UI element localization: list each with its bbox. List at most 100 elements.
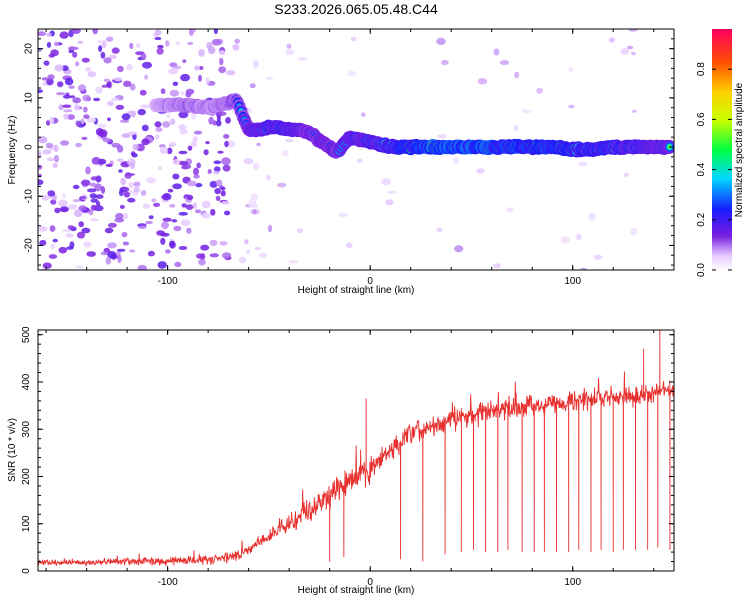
spectrogram-cell [288, 260, 299, 264]
spectrogram-cell [49, 116, 54, 125]
spectrogram-cell [75, 265, 84, 269]
spectrogram-cell [593, 254, 603, 260]
spectrogram-cell [114, 217, 125, 223]
spectrogram-cell [180, 219, 191, 227]
spectrogram-cell [282, 149, 289, 157]
spectrogram-cell [210, 208, 216, 216]
spectrogram-cell [187, 41, 194, 46]
spectrogram-cell [277, 182, 287, 188]
spectrogram-cell [69, 46, 79, 51]
spectrogram-cell [39, 239, 47, 246]
spectrogram-cell [224, 140, 229, 148]
x-tick-label: 100 [564, 577, 581, 588]
spectrogram-cell [81, 57, 90, 63]
spectrogram-cell [115, 104, 125, 110]
snr-series [38, 330, 674, 567]
spectrogram-cell [173, 225, 182, 232]
spectrogram-cell [223, 134, 230, 139]
spectrogram-cell [297, 228, 303, 234]
spectrogram-cell [245, 249, 251, 255]
spectrogram-cell [172, 173, 180, 180]
spectrogram-cell [105, 256, 112, 265]
spectrogram-cell [100, 51, 106, 59]
spectrogram-cell [218, 66, 227, 74]
spectrogram-cell [47, 74, 55, 80]
spectrogram-cell [95, 194, 104, 200]
spectrogram-cell [338, 212, 348, 218]
spectrogram-cell [169, 118, 176, 125]
spectrogram-cell [108, 54, 117, 59]
colorbar: 0.0 0.2 0.4 0.6 0.8 Normalized spectral ampl… [696, 29, 745, 277]
spectrogram-cell [186, 227, 192, 234]
spectrogram-cell [142, 203, 150, 209]
colorbar-tick-label: 0.0 [696, 263, 707, 277]
spectrogram-cell [129, 249, 136, 253]
spectrogram-cell [107, 242, 117, 249]
spectrogram-cell [350, 36, 357, 42]
spectrogram-cell [172, 159, 180, 166]
spectrogram-cell [107, 251, 117, 259]
x-tick-label: 0 [367, 276, 373, 287]
spectrogram-frame [37, 28, 675, 271]
spectrogram-cell [96, 201, 101, 207]
spectrogram-cell [107, 117, 111, 122]
spectrogram-cell [38, 89, 43, 93]
spectrogram-cell [142, 61, 152, 69]
spectrogram-cell [69, 241, 75, 249]
snr-xlabel: Height of straight line (km) [298, 585, 415, 596]
spectrogram-cell [86, 251, 96, 257]
spectrogram-cell [213, 29, 218, 35]
spectrogram-cell [168, 68, 179, 75]
spectrogram-cell [71, 29, 81, 34]
spectrogram-cell [203, 149, 209, 156]
spectrogram-cell [207, 46, 216, 55]
spectrogram-cell [80, 196, 87, 200]
spectrogram-cell [266, 174, 271, 181]
colorbar-gradient [712, 29, 732, 270]
spectrogram-cell [169, 240, 175, 248]
snr-panel: -100 0 100 0 100 200 300 400 500 Height of strai… [7, 326, 675, 596]
spectrogram-cell [123, 212, 128, 220]
spectrogram-cell [110, 97, 120, 102]
spectrogram-cell [60, 140, 69, 146]
spectrogram-cell [82, 94, 91, 102]
spectrogram-cell [64, 77, 74, 86]
spectrogram-cell [568, 104, 575, 109]
spectrogram-cell [493, 263, 501, 269]
spectrogram-cell [178, 150, 188, 155]
spectrogram-cell [214, 188, 221, 195]
y-tick-label: 400 [21, 373, 32, 390]
spectrogram-cell [140, 104, 150, 109]
spectrogram-cell [452, 157, 460, 164]
spectrogram-cell [213, 160, 222, 165]
spectrogram-cell [121, 113, 131, 121]
spectrogram-cell [536, 87, 543, 94]
spectrogram-cell [167, 188, 174, 193]
y-tick-label: 20 [24, 43, 35, 55]
spectrogram-cell [192, 136, 199, 143]
spectrogram-cell [361, 112, 366, 117]
spectrogram-cell [86, 188, 97, 193]
spectrogram-cell [38, 48, 42, 52]
spectrogram-cell [132, 143, 139, 151]
spectrogram-cell [50, 243, 56, 250]
spectrogram-cell [129, 42, 134, 50]
spectrogram-cell [140, 53, 147, 61]
spectrogram-cell [137, 108, 146, 116]
spectrogram-cell [256, 142, 261, 147]
spectrogram-cell [162, 194, 170, 201]
spectrogram-cell [77, 84, 87, 92]
spectrogram-cell [128, 181, 134, 189]
spectrogram-cell [154, 36, 162, 41]
spectrogram-cell [67, 204, 78, 210]
spectrogram-cell [43, 60, 50, 66]
spectrogram-cell [76, 231, 86, 239]
spectrogram-cell [155, 134, 160, 140]
spectrogram-cell [81, 136, 88, 140]
spectrogram-cell [172, 81, 179, 87]
spectrogram-cell [437, 134, 447, 139]
spectrogram-cell [95, 86, 103, 94]
spectrogram-cell [578, 161, 588, 167]
spectrogram-cell [215, 119, 222, 127]
spectrogram-cell [185, 204, 194, 211]
